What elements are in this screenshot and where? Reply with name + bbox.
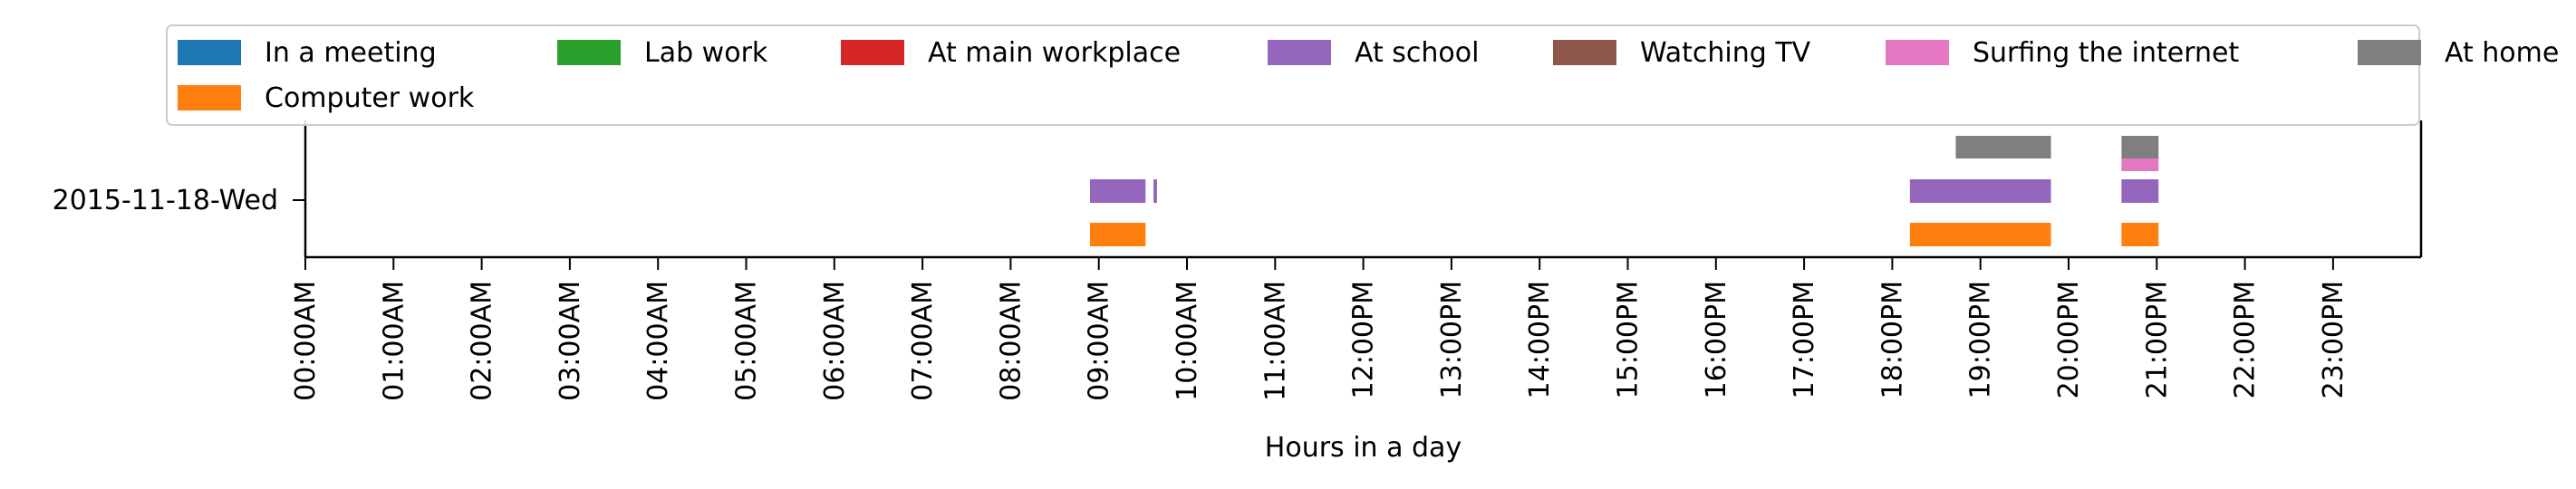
x-tick-label: 18:00PM	[1877, 281, 1908, 398]
bar-surfing-the-internet-0	[2121, 158, 2159, 171]
legend-swatch-watching-tv	[1553, 40, 1616, 65]
x-tick-label: 22:00PM	[2230, 281, 2262, 398]
bar-at-school-1	[1153, 179, 1157, 203]
bar-at-school-3	[2121, 179, 2159, 203]
x-tick-label: 15:00PM	[1613, 281, 1645, 398]
bar-computer-work-0	[1089, 223, 1146, 246]
legend-label: At school	[1355, 37, 1479, 69]
bar-at-home-0	[1955, 136, 2051, 158]
legend-swatch-at-school	[1268, 40, 1331, 65]
legend-swatch-at-home	[2358, 40, 2421, 65]
x-tick-label: 10:00AM	[1172, 281, 1203, 401]
legend-label: At main workplace	[928, 37, 1181, 69]
x-tick-label: 00:00AM	[290, 281, 322, 401]
legend-label: Surfing the internet	[1973, 37, 2239, 69]
legend-swatch-at-main-workplace	[841, 40, 904, 65]
x-tick-label: 01:00AM	[378, 281, 410, 401]
x-tick-label: 06:00AM	[819, 281, 851, 401]
legend-label: Watching TV	[1640, 37, 1811, 69]
legend-label: At home	[2445, 37, 2559, 69]
bar-at-school-0	[1089, 179, 1146, 203]
x-tick-label: 08:00AM	[995, 281, 1027, 401]
legend-swatch-computer-work	[178, 85, 241, 110]
x-tick-label: 14:00PM	[1524, 281, 1556, 398]
x-tick-label: 19:00PM	[1965, 281, 1997, 398]
x-tick-label: 03:00AM	[555, 281, 586, 401]
x-tick-label: 23:00PM	[2318, 281, 2349, 398]
bar-computer-work-1	[1909, 223, 2051, 246]
x-tick-label: 21:00PM	[2141, 281, 2173, 398]
x-tick-label: 09:00AM	[1084, 281, 1115, 401]
legend-label: In a meeting	[265, 37, 437, 69]
x-axis-title: Hours in a day	[1265, 432, 1462, 464]
legend-swatch-in-a-meeting	[178, 40, 241, 65]
x-tick-label: 17:00PM	[1789, 281, 1820, 398]
x-tick-label: 07:00AM	[907, 281, 939, 401]
legend-swatch-lab-work	[557, 40, 621, 65]
legend-label: Lab work	[644, 37, 768, 69]
x-tick-label: 02:00AM	[467, 281, 498, 401]
bar-at-school-2	[1909, 179, 2051, 203]
x-tick-label: 13:00PM	[1436, 281, 1468, 398]
axes-layer: 2015-11-18-Wed 00:00AM 01:00AM 02:00AM 03:00…	[53, 120, 2423, 464]
legend-swatch-surfing-the-internet	[1886, 40, 1949, 65]
bar-at-home-1	[2121, 136, 2159, 158]
x-tick-label: 05:00AM	[731, 281, 763, 401]
x-tick-label: 16:00PM	[1701, 281, 1732, 398]
legend-label: Computer work	[265, 82, 475, 114]
bar-computer-work-2	[2121, 223, 2159, 246]
y-tick-label: 2015-11-18-Wed	[53, 185, 278, 216]
legend: In a meeting Computer work Lab work At main…	[166, 24, 2559, 126]
bars-layer	[1089, 136, 2159, 246]
x-tick-label: 20:00PM	[2053, 281, 2085, 398]
x-tick-label: 04:00AM	[642, 281, 674, 401]
x-tick-label: 11:00AM	[1259, 281, 1291, 401]
legend-frame	[166, 24, 2420, 126]
x-tick-label: 12:00PM	[1348, 281, 1380, 398]
